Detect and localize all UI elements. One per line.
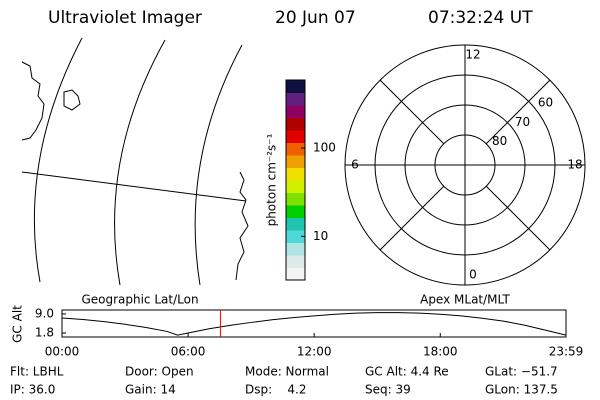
altitude-line [61,312,567,336]
title: Ultraviolet Imager [48,8,202,28]
colorbar-label: photon cm⁻²s⁻¹ [265,133,279,226]
x-tick-label: 23:59 [549,345,584,359]
orbit-plot: Geographic Lat/Lon Apex MLat/MLT 9.0 1.8 00:… [35,293,583,359]
plot-frame [61,309,567,338]
latitude-label: 60 [538,96,553,110]
colorbar: 10 100 [285,79,336,281]
color-band [286,92,305,106]
latitude-label: 80 [492,134,507,148]
meridian [33,37,83,283]
color-band [286,155,305,168]
color-band [286,217,305,231]
info-field: Gain: 14 [125,383,176,397]
x-tick-label: 12:00 [297,345,332,359]
info-panel: Flt: LBHL Door: Open Mode: Normal GC Alt: 4… [10,365,558,397]
colorbar-tick-label: 10 [313,229,328,243]
info-field: Flt: LBHL [10,365,64,379]
color-band [286,180,305,193]
info-field: GLon: 137.5 [485,383,558,397]
color-band [286,117,305,131]
spoke [379,185,445,251]
info-field: GC Alt: 4.4 Re [365,365,449,379]
color-band [286,192,305,206]
mlt-label: 0 [469,268,477,282]
x-tick-label: 18:00 [423,345,458,359]
panel-title: Apex MLat/MLT [420,293,510,307]
coastline [235,171,249,281]
meridian [114,39,166,286]
y-tick-label: 1.8 [35,326,54,340]
color-band [286,255,305,268]
info-field: GLat: −51.7 [485,365,558,379]
color-band [286,167,305,181]
time: 07:32:24 UT [428,8,533,28]
info-field: Mode: Normal [245,365,329,379]
color-band [286,130,305,143]
color-band [286,205,305,218]
spoke [379,79,445,145]
info-field: Seq: 39 [365,383,411,397]
parallel [21,171,247,202]
color-band [286,142,305,156]
colorbar-frame [285,79,306,281]
color-band [286,242,305,256]
spoke [485,185,551,251]
x-tick-label: 06:00 [171,345,206,359]
geographic-map [21,37,249,286]
color-band [286,105,305,118]
info-field: Door: Open [125,365,194,379]
color-band [286,230,305,243]
y-tick-label: 9.0 [35,306,54,320]
mlt-label: 6 [351,158,359,172]
coastline [21,61,45,141]
x-tick-label: 00:00 [45,345,80,359]
spoke [485,79,551,145]
y-axis-label: GC Alt [11,305,25,343]
panel-title: Geographic Lat/Lon [81,293,198,307]
color-band [286,80,305,93]
info-field: Dsp: 4.2 [245,383,307,397]
mlt-label: 18 [567,158,582,172]
polar-plot: 80 70 60 0 6 12 18 [344,44,586,286]
color-band [286,267,305,281]
colorbar-tick-label: 100 [313,141,336,155]
meridian [194,44,243,286]
date: 20 Jun 07 [275,8,356,28]
coastline [63,89,81,111]
mlt-label: 12 [465,48,480,62]
info-field: IP: 36.0 [10,383,55,397]
latitude-label: 70 [515,115,530,129]
